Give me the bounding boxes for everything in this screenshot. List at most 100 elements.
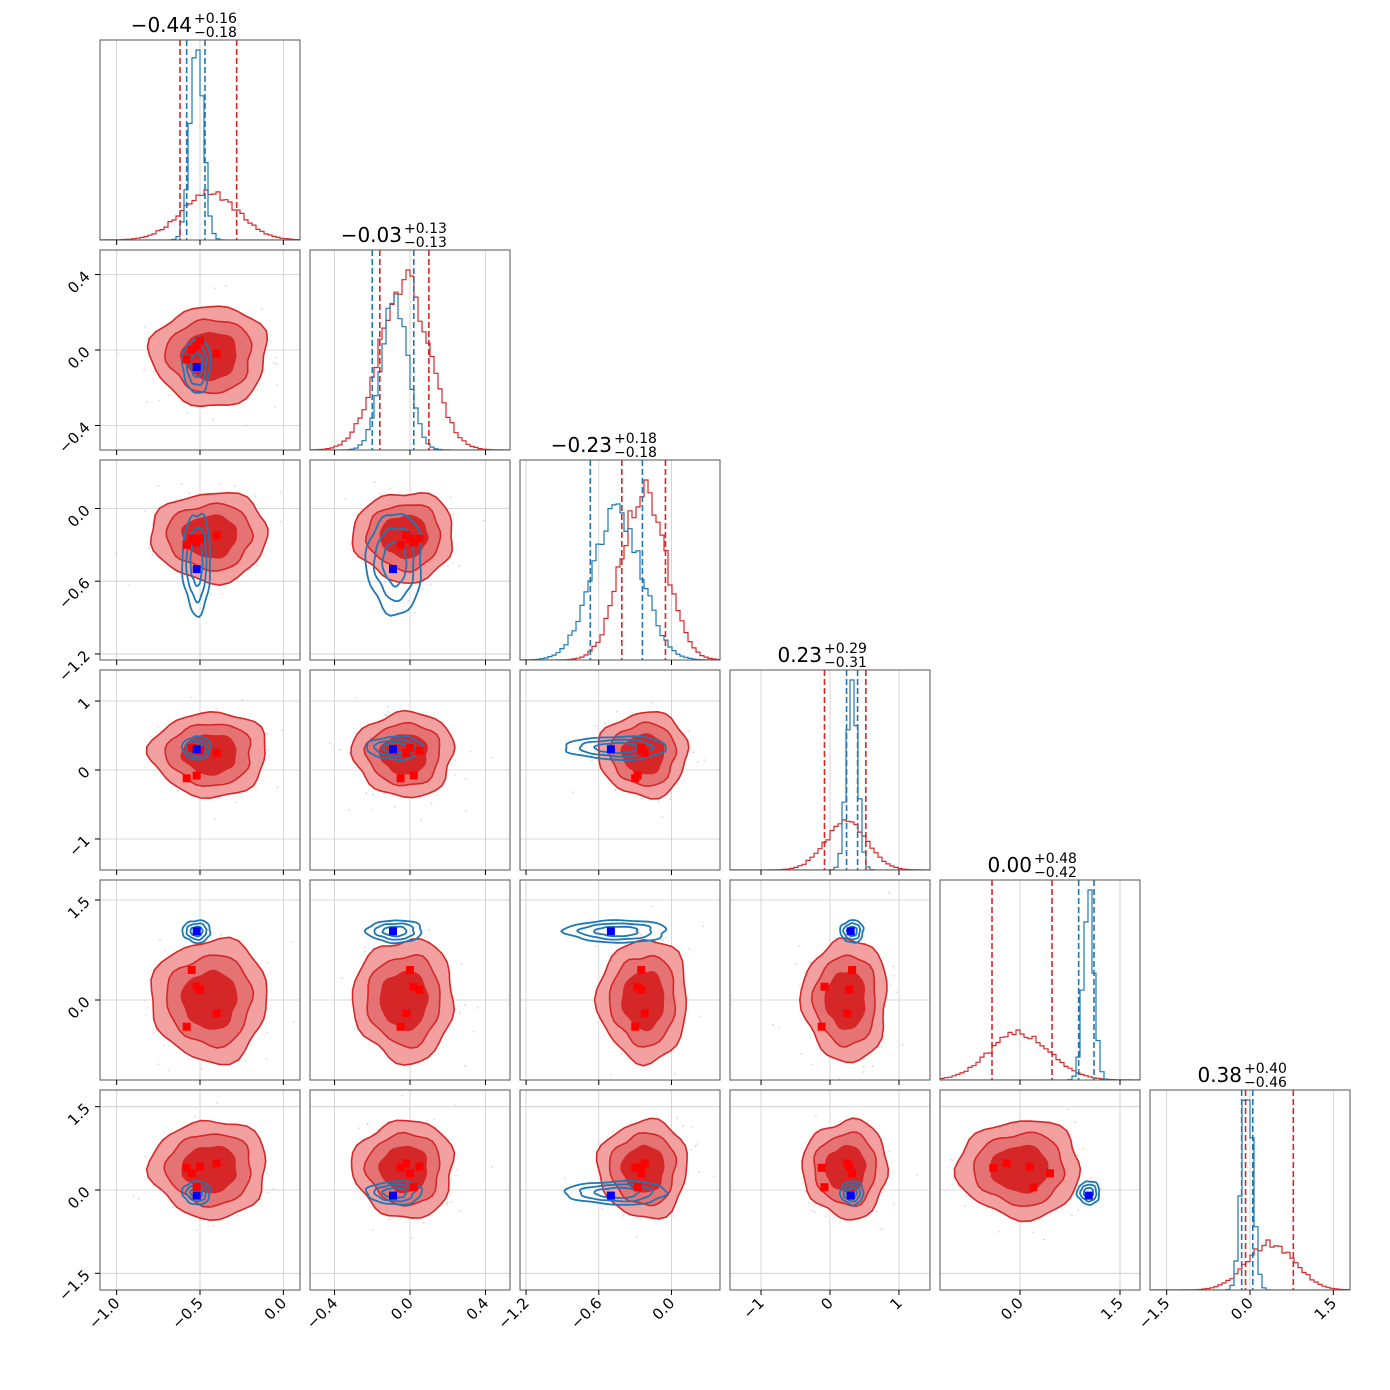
red-truth-marker [212,531,221,540]
sample-point [172,1205,175,1208]
sample-point [379,493,382,496]
red-truth-marker [396,540,405,549]
panel-frame [519,879,721,1081]
x-tick-label: −0.4 [303,1294,341,1332]
sample-point [393,805,396,808]
panel-3-1 [309,669,511,875]
sample-point [778,1026,781,1028]
contours [117,285,278,427]
title-value: 0.23 [777,643,822,667]
sample-point [198,1218,201,1221]
y-tick-label: 1 [74,694,93,713]
sample-point [838,1077,841,1080]
sample-point [454,759,457,761]
sample-point [429,583,432,586]
sample-point [469,750,472,753]
title-value: 0.38 [1197,1063,1242,1087]
blue-histogram [520,503,720,660]
blue-contour [593,1186,641,1199]
sample-point [1100,1188,1102,1191]
y-tick-label: −1.5 [55,1266,93,1304]
sample-point [482,519,485,522]
sample-point [152,370,155,373]
sample-point [687,947,690,950]
sample-point [143,510,146,513]
sample-point [952,1159,954,1162]
red-truth-marker [212,1009,221,1018]
y-tick-label: −0.6 [55,574,93,612]
title-value: −0.03 [341,223,402,247]
contours [559,905,705,1080]
red-truth-marker [187,346,196,354]
red-truth-marker [192,538,201,547]
y-tick-label: 0.0 [64,993,94,1023]
contours [144,919,295,1072]
y-tick-label: −1 [65,832,93,860]
sample-point [880,1227,883,1230]
sample-point [453,1104,456,1106]
sample-point [364,950,367,953]
red-truth-marker [409,538,418,547]
histograms [940,880,1140,1080]
x-tick-label: 0.4 [463,1294,493,1324]
blue-histogram [940,889,1140,1080]
sample-point [450,1178,453,1181]
red-truth-marker [402,748,411,757]
sample-point [117,352,120,355]
sample-point [564,1177,566,1180]
sample-point [682,1124,684,1127]
sample-point [389,488,392,490]
title-plus: +0.18 [614,431,657,447]
sample-point [951,1183,953,1185]
panel-title: −0.03 +0.13−0.13 [341,221,447,251]
sample-point [273,362,276,365]
sample-point [275,356,278,359]
sample-point [876,1210,879,1213]
red-truth-marker [196,1162,204,1171]
sample-point [916,1174,919,1177]
sample-point [797,945,800,947]
red-truth-marker [187,534,196,543]
sample-point [188,492,191,495]
sample-point [292,1021,295,1023]
sample-point [694,1145,696,1148]
sample-point [420,818,423,821]
sample-point [665,937,667,939]
sample-point [344,498,346,500]
sample-point [795,963,798,966]
sample-point [266,1032,268,1034]
title-plus: +0.48 [1034,851,1077,867]
blue-contour [559,919,668,944]
sample-point [256,389,259,392]
sample-point [168,394,171,396]
red-truth-marker [192,982,201,991]
sample-point [407,600,410,602]
sample-point [595,945,598,947]
panel-frame [939,879,1141,1081]
x-tick-label: 1.5 [1311,1294,1341,1324]
title-value: −0.44 [131,13,192,37]
panel-frame [519,1089,721,1291]
contours [940,1098,1102,1241]
sample-point [364,946,366,949]
x-tick-label: 0 [817,1294,836,1313]
title-plus: +0.40 [1244,1061,1287,1077]
sample-point [371,1228,374,1231]
red-truth-marker [212,748,221,757]
panel-5-4: 0.0 1.5 [939,1089,1141,1324]
blue-contour [184,1183,208,1203]
sample-point [114,552,117,555]
sample-point [839,1120,841,1123]
blue-contour [364,513,423,617]
red-truth-marker [415,746,424,755]
sample-point [451,561,454,564]
sample-point [193,1116,196,1118]
red-truth-marker [409,982,418,991]
blue-contour [576,922,653,941]
sample-point [1067,1108,1069,1111]
x-tick-label: −1.5 [1135,1294,1173,1332]
contours [563,1117,715,1238]
panel-1-0: −0.4 0.0 0.4 [55,249,301,457]
x-tick-label: −1 [739,1294,767,1322]
sample-point [887,891,890,894]
